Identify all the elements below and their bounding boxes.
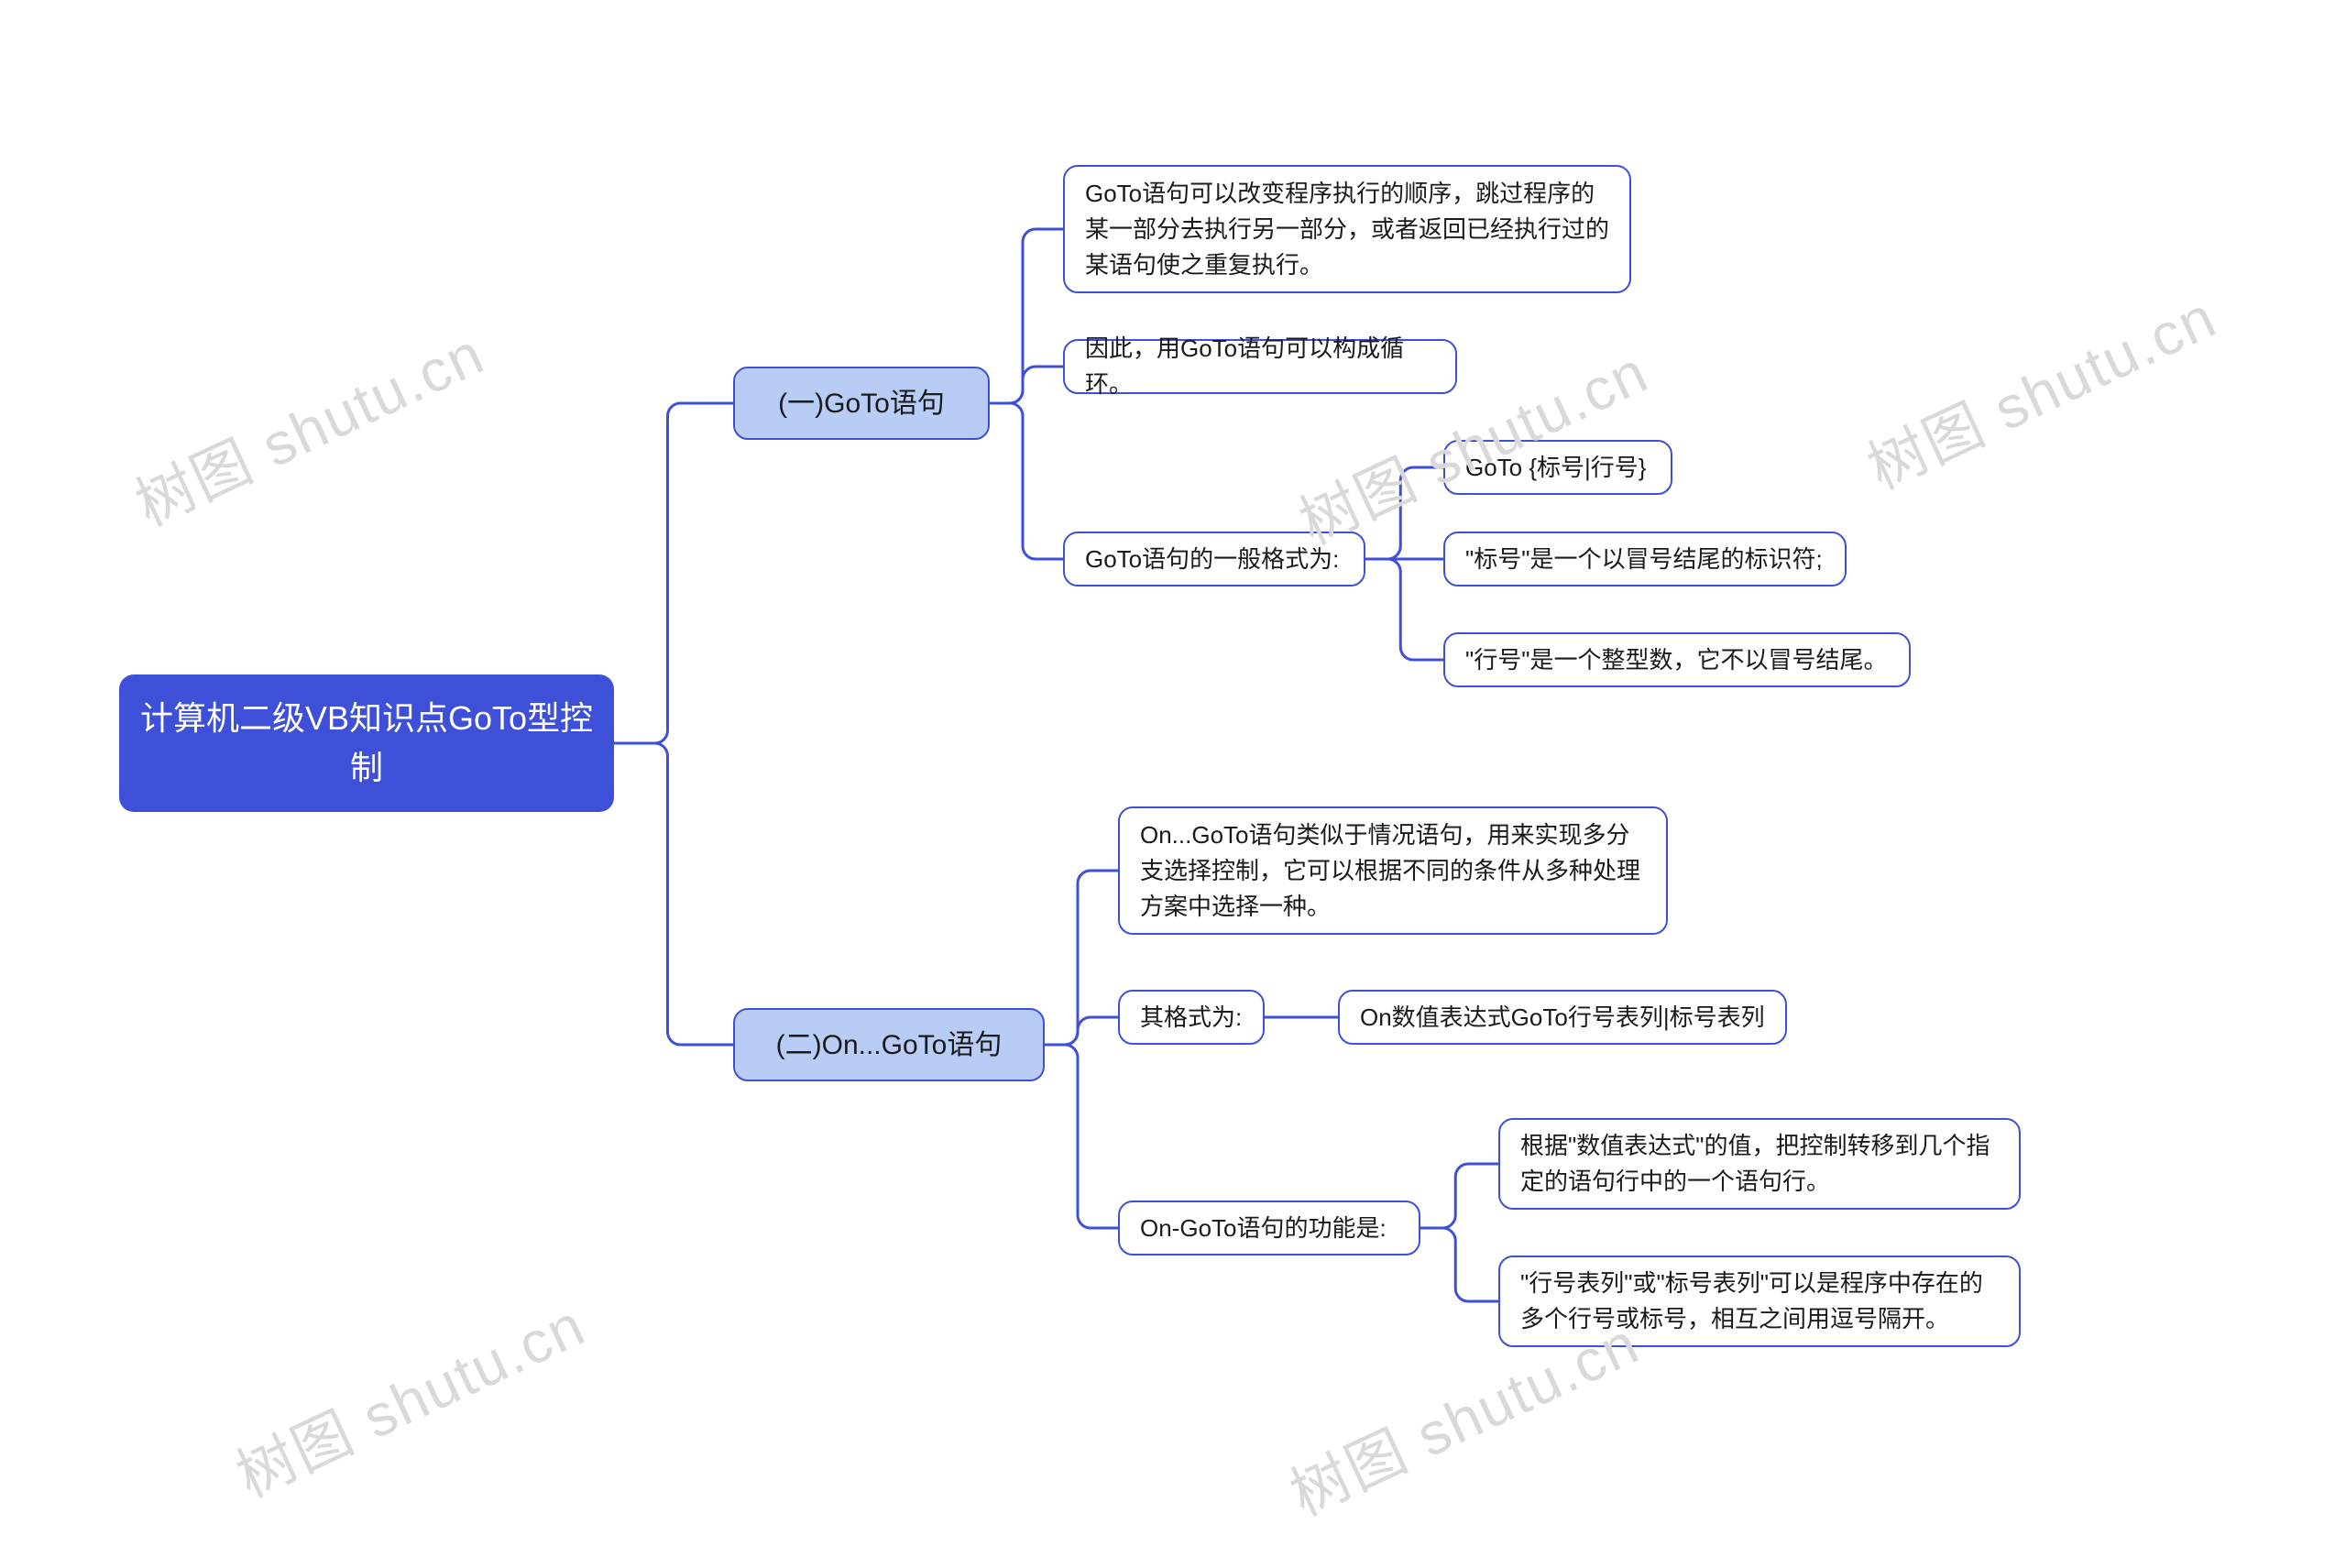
branch-2-child-3b: "行号表列"或"标号表列"可以是程序中存在的多个行号或标号，相互之间用逗号隔开。: [1498, 1255, 2021, 1347]
watermark: 树图 shutu.cn: [221, 1278, 597, 1514]
leaf-label: "行号表列"或"标号表列"可以是程序中存在的多个行号或标号，相互之间用逗号隔开。: [1520, 1266, 1999, 1337]
leaf-label: On-GoTo语句的功能是:: [1140, 1211, 1387, 1246]
leaf-label: GoTo语句的一般格式为:: [1085, 542, 1339, 577]
branch-1-label: (一)GoTo语句: [778, 383, 945, 424]
branch-2-child-3a: 根据"数值表达式"的值，把控制转移到几个指定的语句行中的一个语句行。: [1498, 1118, 2021, 1210]
leaf-label: GoTo语句可以改变程序执行的顺序，跳过程序的某一部分去执行另一部分，或者返回已…: [1085, 176, 1609, 283]
root-node: 计算机二级VB知识点GoTo型控制: [119, 674, 614, 812]
leaf-label: On数值表达式GoTo行号表列|标号表列: [1360, 1000, 1765, 1036]
leaf-label: GoTo {标号|行号}: [1465, 450, 1647, 486]
branch-1-child-2: 因此，用GoTo语句可以构成循环。: [1063, 339, 1457, 394]
leaf-label: 其格式为:: [1140, 1000, 1242, 1036]
watermark: 树图 shutu.cn: [120, 307, 496, 543]
leaf-label: 根据"数值表达式"的值，把控制转移到几个指定的语句行中的一个语句行。: [1520, 1128, 1999, 1200]
branch-2-label: (二)On...GoTo语句: [776, 1025, 1003, 1066]
branch-1-child-3: GoTo语句的一般格式为:: [1063, 532, 1365, 587]
branch-2-child-1: On...GoTo语句类似于情况语句，用来实现多分支选择控制，它可以根据不同的条…: [1118, 806, 1668, 935]
branch-2-child-2: 其格式为:: [1118, 990, 1265, 1045]
branch-1-child-3c: "行号"是一个整型数，它不以冒号结尾。: [1443, 632, 1911, 687]
branch-2: (二)On...GoTo语句: [733, 1008, 1045, 1081]
branch-1-child-3a: GoTo {标号|行号}: [1443, 440, 1672, 495]
leaf-label: On...GoTo语句类似于情况语句，用来实现多分支选择控制，它可以根据不同的条…: [1140, 817, 1646, 925]
leaf-label: "标号"是一个以冒号结尾的标识符;: [1465, 542, 1823, 577]
branch-1-child-1: GoTo语句可以改变程序执行的顺序，跳过程序的某一部分去执行另一部分，或者返回已…: [1063, 165, 1631, 293]
branch-1: (一)GoTo语句: [733, 367, 990, 440]
watermark: 树图 shutu.cn: [1852, 270, 2228, 506]
root-label: 计算机二级VB知识点GoTo型控制: [139, 694, 594, 793]
leaf-label: 因此，用GoTo语句可以构成循环。: [1085, 331, 1435, 402]
branch-1-child-3b: "标号"是一个以冒号结尾的标识符;: [1443, 532, 1847, 587]
branch-2-child-2a: On数值表达式GoTo行号表列|标号表列: [1338, 990, 1787, 1045]
branch-2-child-3: On-GoTo语句的功能是:: [1118, 1201, 1420, 1255]
leaf-label: "行号"是一个整型数，它不以冒号结尾。: [1465, 642, 1887, 678]
